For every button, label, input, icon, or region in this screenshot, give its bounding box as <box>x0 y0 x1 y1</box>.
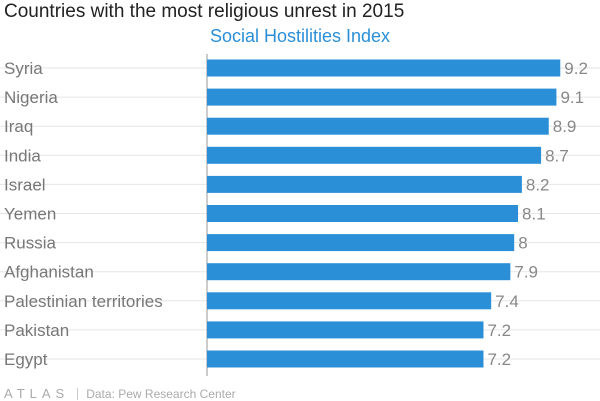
value-label: 7.2 <box>487 350 511 369</box>
bar <box>207 321 484 339</box>
value-label: 8.9 <box>553 117 577 136</box>
value-label: 8.7 <box>545 146 569 165</box>
chart-title: Countries with the most religious unrest… <box>4 1 405 22</box>
value-label: 7.9 <box>514 263 538 282</box>
bar <box>207 146 542 164</box>
bar <box>207 205 519 222</box>
value-label: 8.2 <box>526 175 550 194</box>
value-label: 7.2 <box>487 321 511 340</box>
bar <box>207 350 484 368</box>
category-label: India <box>4 146 41 165</box>
chart-subtitle: Social Hostilities Index <box>209 26 391 46</box>
chart-footer: ATLAS Data: Pew Research Center <box>4 386 236 401</box>
value-label: 7.4 <box>495 292 519 311</box>
bar <box>207 88 557 106</box>
bar <box>207 175 522 193</box>
value-label: 9.2 <box>564 59 588 78</box>
category-label: Egypt <box>4 350 48 369</box>
bar <box>207 234 515 252</box>
atlas-logo: ATLAS <box>4 386 70 401</box>
category-label: Nigeria <box>4 88 58 107</box>
bar <box>207 263 511 281</box>
value-label: 8 <box>518 234 527 253</box>
value-label: 9.1 <box>560 88 584 107</box>
bar <box>207 59 561 77</box>
value-label: 8.1 <box>522 205 546 224</box>
category-label: Iraq <box>4 117 33 136</box>
footer-separator <box>77 388 79 400</box>
data-source: Data: Pew Research Center <box>86 387 236 401</box>
category-label: Palestinian territories <box>4 292 163 311</box>
category-label: Yemen <box>4 205 56 224</box>
category-label: Afghanistan <box>4 263 94 282</box>
bar <box>207 117 549 135</box>
bar <box>207 292 492 310</box>
category-label: Syria <box>4 59 43 78</box>
category-label: Russia <box>4 234 57 253</box>
category-label: Pakistan <box>4 321 69 340</box>
category-label: Israel <box>4 175 46 194</box>
